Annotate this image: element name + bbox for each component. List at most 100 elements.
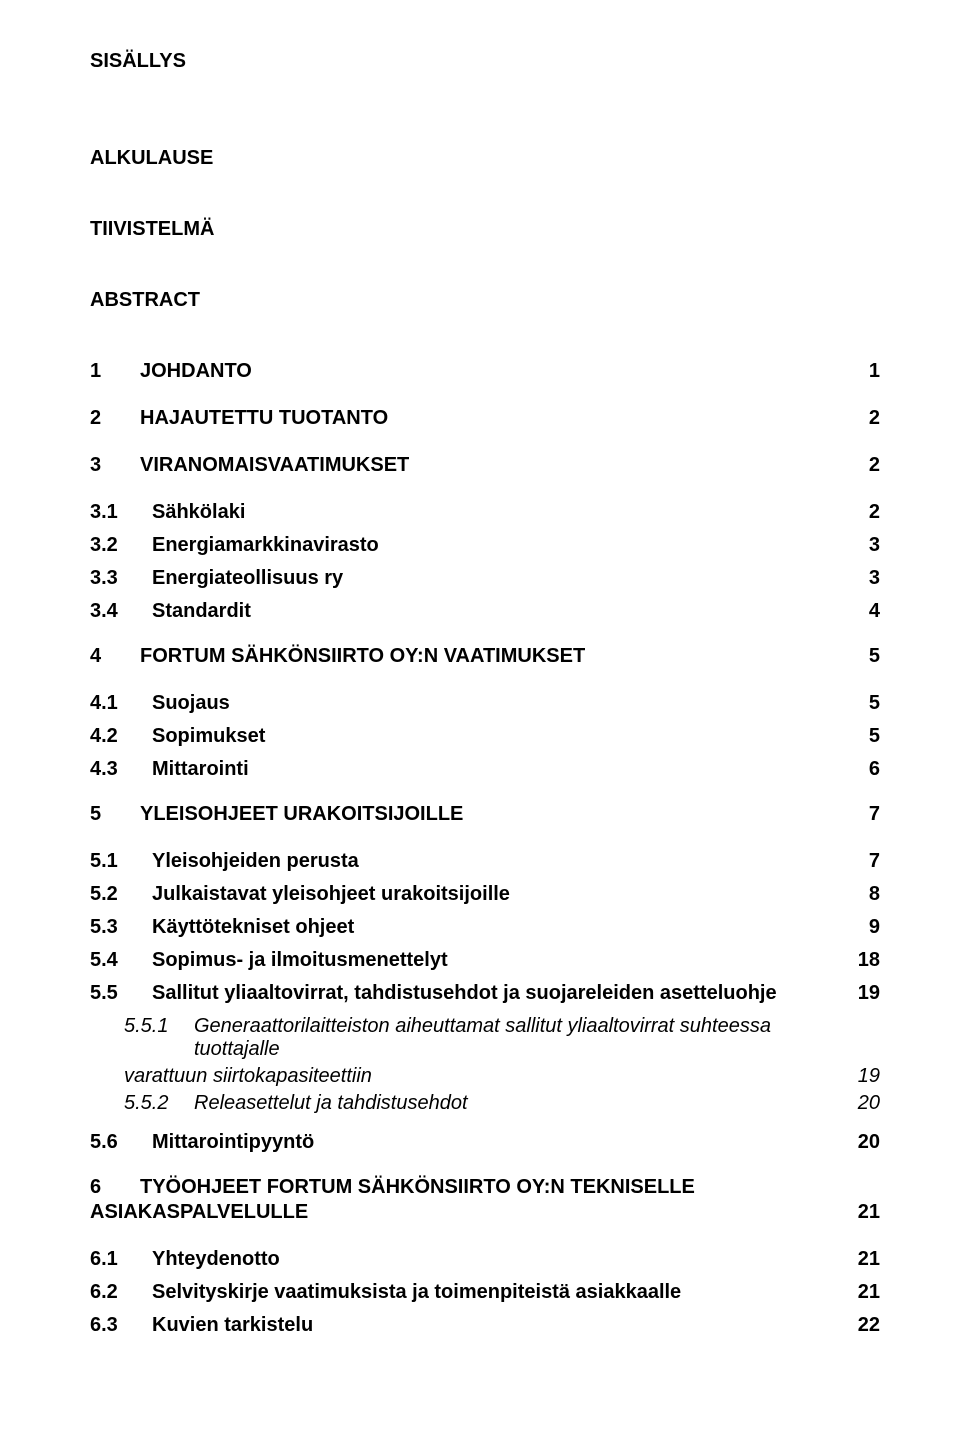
toc-page: 21 <box>858 1281 880 1304</box>
toc-page: 21 <box>858 1248 880 1271</box>
toc-page: 19 <box>858 982 880 1005</box>
toc-row-6-3: 6.3 Kuvien tarkistelu 22 <box>90 1314 880 1337</box>
toc-num: 6 <box>90 1176 140 1199</box>
toc-row-4-3: 4.3 Mittarointi 6 <box>90 758 880 781</box>
toc-row-5-5-1-cont: varattuun siirtokapasiteettiin 19 <box>90 1065 880 1088</box>
toc-row-5-1: 5.1 Yleisohjeiden perusta 7 <box>90 850 880 873</box>
toc-row-2: 2 HAJAUTETTU TUOTANTO 2 <box>90 407 880 430</box>
toc-title: JOHDANTO <box>140 360 252 383</box>
toc-row-5-6: 5.6 Mittarointipyyntö 20 <box>90 1131 880 1154</box>
toc-num: 5.2 <box>90 883 152 906</box>
heading-tiivistelma: TIIVISTELMÄ <box>90 218 880 241</box>
toc-title: Sopimus- ja ilmoitusmenettelyt <box>152 949 448 972</box>
toc-page: 4 <box>869 600 880 623</box>
toc-num: 3.2 <box>90 534 152 557</box>
toc-num: 4.1 <box>90 692 152 715</box>
toc-row-6-2: 6.2 Selvityskirje vaatimuksista ja toime… <box>90 1281 880 1304</box>
toc-num: 4.3 <box>90 758 152 781</box>
toc-row-3-2: 3.2 Energiamarkkinavirasto 3 <box>90 534 880 557</box>
toc-page: 3 <box>869 567 880 590</box>
toc-page: 1 <box>869 360 880 383</box>
toc-num: 3.1 <box>90 501 152 524</box>
toc-num: 5.5.1 <box>124 1015 194 1038</box>
toc-row-5-4: 5.4 Sopimus- ja ilmoitusmenettelyt 18 <box>90 949 880 972</box>
toc-page: 7 <box>869 850 880 873</box>
toc-title: FORTUM SÄHKÖNSIIRTO OY:N VAATIMUKSET <box>140 645 585 668</box>
toc-num: 3.3 <box>90 567 152 590</box>
toc-page: 20 <box>858 1092 880 1115</box>
toc-num: 4 <box>90 645 140 668</box>
toc-title: Käyttötekniset ohjeet <box>152 916 354 939</box>
toc-page: 2 <box>869 454 880 477</box>
toc-title: Yhteydenotto <box>152 1248 280 1271</box>
toc-page: 9 <box>869 916 880 939</box>
toc-title: Energiamarkkinavirasto <box>152 534 379 557</box>
toc-num: 4.2 <box>90 725 152 748</box>
toc-num: 5.1 <box>90 850 152 873</box>
toc-row-1: 1 JOHDANTO 1 <box>90 360 880 383</box>
toc-num: 6.2 <box>90 1281 152 1304</box>
toc-row-3: 3 VIRANOMAISVAATIMUKSET 2 <box>90 454 880 477</box>
toc-page: 5 <box>869 725 880 748</box>
toc-row-4: 4 FORTUM SÄHKÖNSIIRTO OY:N VAATIMUKSET 5 <box>90 645 880 668</box>
toc-title: Generaattorilaitteiston aiheuttamat sall… <box>194 1015 814 1061</box>
toc-page: 21 <box>858 1201 880 1224</box>
toc-row-4-1: 4.1 Suojaus 5 <box>90 692 880 715</box>
toc-row-3-3: 3.3 Energiateollisuus ry 3 <box>90 567 880 590</box>
toc-page: 2 <box>869 501 880 524</box>
toc-page: 6 <box>869 758 880 781</box>
toc-num: 6.1 <box>90 1248 152 1271</box>
toc-page: 22 <box>858 1314 880 1337</box>
toc-title: VIRANOMAISVAATIMUKSET <box>140 454 409 477</box>
toc-title: Energiateollisuus ry <box>152 567 343 590</box>
toc-title: TYÖOHJEET FORTUM SÄHKÖNSIIRTO OY:N TEKNI… <box>140 1176 695 1199</box>
toc-row-4-2: 4.2 Sopimukset 5 <box>90 725 880 748</box>
toc-num: 5 <box>90 803 140 826</box>
toc-title: Mittarointipyyntö <box>152 1131 314 1154</box>
toc-num: 3 <box>90 454 140 477</box>
toc-page: 8 <box>869 883 880 906</box>
toc-title: Mittarointi <box>152 758 249 781</box>
toc-row-6: 6 TYÖOHJEET FORTUM SÄHKÖNSIIRTO OY:N TEK… <box>90 1176 880 1199</box>
toc-page: 20 <box>858 1131 880 1154</box>
toc-title: Yleisohjeiden perusta <box>152 850 359 873</box>
toc-page: 19 <box>858 1065 880 1088</box>
toc-title: Kuvien tarkistelu <box>152 1314 313 1337</box>
toc-page: 2 <box>869 407 880 430</box>
toc-row-5-5-1: 5.5.1 Generaattorilaitteiston aiheuttama… <box>90 1015 880 1061</box>
toc-row-3-1: 3.1 Sähkölaki 2 <box>90 501 880 524</box>
toc-title: Selvityskirje vaatimuksista ja toimenpit… <box>152 1281 681 1304</box>
toc-num: 5.5.2 <box>124 1092 194 1115</box>
toc-title: Releasettelut ja tahdistusehdot <box>194 1092 468 1115</box>
heading-sisallys: SISÄLLYS <box>90 50 880 73</box>
toc-title-cont: ASIAKASPALVELULLE <box>90 1201 308 1224</box>
toc-row-6-1: 6.1 Yhteydenotto 21 <box>90 1248 880 1271</box>
toc-row-5: 5 YLEISOHJEET URAKOITSIJOILLE 7 <box>90 803 880 826</box>
toc-num: 3.4 <box>90 600 152 623</box>
toc-row-5-2: 5.2 Julkaistavat yleisohjeet urakoitsijo… <box>90 883 880 906</box>
heading-alkulause: ALKULAUSE <box>90 147 880 170</box>
toc-page: 5 <box>869 692 880 715</box>
toc-row-5-5-2: 5.5.2 Releasettelut ja tahdistusehdot 20 <box>90 1092 880 1115</box>
toc-row-3-4: 3.4 Standardit 4 <box>90 600 880 623</box>
toc-num: 1 <box>90 360 140 383</box>
toc-title: Standardit <box>152 600 251 623</box>
toc-title: Sallitut yliaaltovirrat, tahdistusehdot … <box>152 982 777 1005</box>
toc-num: 5.4 <box>90 949 152 972</box>
toc-title: Suojaus <box>152 692 230 715</box>
toc-num: 6.3 <box>90 1314 152 1337</box>
toc-title: Julkaistavat yleisohjeet urakoitsijoille <box>152 883 510 906</box>
toc-title: HAJAUTETTU TUOTANTO <box>140 407 388 430</box>
toc-row-6-cont: ASIAKASPALVELULLE 21 <box>90 1201 880 1224</box>
toc-title-cont: varattuun siirtokapasiteettiin <box>90 1065 372 1088</box>
toc-title: YLEISOHJEET URAKOITSIJOILLE <box>140 803 463 826</box>
toc-num: 2 <box>90 407 140 430</box>
toc-num: 5.5 <box>90 982 152 1005</box>
toc-page: 7 <box>869 803 880 826</box>
toc-row-5-5: 5.5 Sallitut yliaaltovirrat, tahdistuseh… <box>90 982 880 1005</box>
toc-title: Sähkölaki <box>152 501 245 524</box>
toc-num: 5.6 <box>90 1131 152 1154</box>
toc-page: 5 <box>869 645 880 668</box>
toc-title: Sopimukset <box>152 725 265 748</box>
toc-row-5-3: 5.3 Käyttötekniset ohjeet 9 <box>90 916 880 939</box>
